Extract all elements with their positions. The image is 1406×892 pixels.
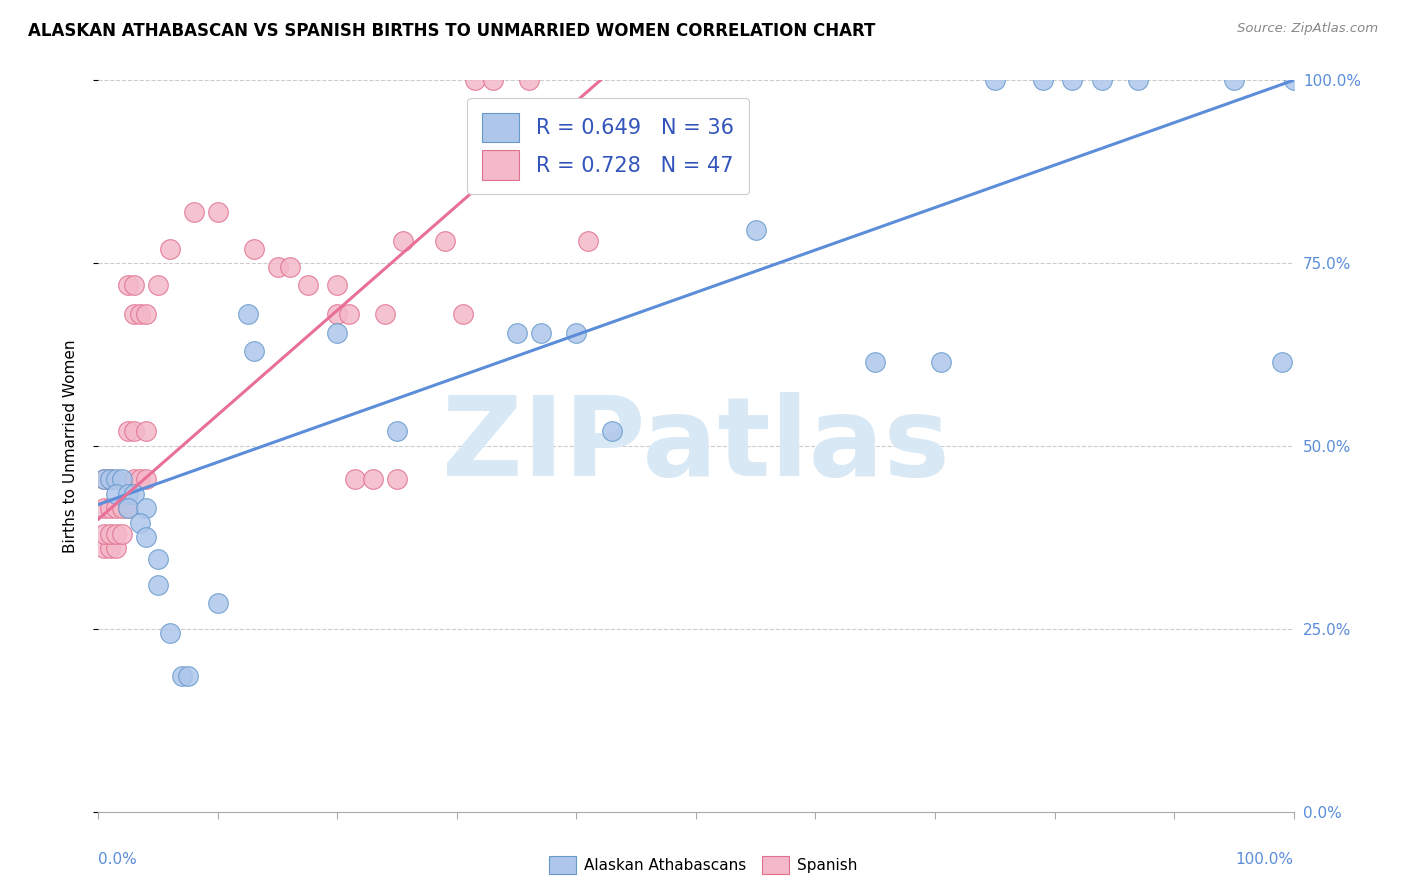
Point <box>148 552 170 566</box>
Point <box>105 526 128 541</box>
Point <box>98 526 122 541</box>
Point <box>385 472 409 486</box>
Point <box>129 516 152 530</box>
Point <box>93 501 115 516</box>
Point <box>207 596 229 610</box>
Point <box>326 326 349 340</box>
Point <box>117 278 139 293</box>
Point <box>124 486 146 500</box>
Point <box>93 472 115 486</box>
Point <box>129 307 152 321</box>
Point <box>267 260 290 274</box>
Point <box>1062 73 1084 87</box>
Point <box>363 472 385 486</box>
Point <box>117 486 139 500</box>
Text: Source: ZipAtlas.com: Source: ZipAtlas.com <box>1237 22 1378 36</box>
Point <box>117 501 139 516</box>
Point <box>98 472 122 486</box>
Point <box>1222 73 1246 87</box>
Point <box>517 73 540 87</box>
Point <box>98 501 122 516</box>
Point <box>385 425 409 439</box>
Text: ZIPatlas: ZIPatlas <box>441 392 950 500</box>
Point <box>129 472 152 486</box>
Text: ALASKAN ATHABASCAN VS SPANISH BIRTHS TO UNMARRIED WOMEN CORRELATION CHART: ALASKAN ATHABASCAN VS SPANISH BIRTHS TO … <box>28 22 876 40</box>
Point <box>1282 73 1305 87</box>
Point <box>602 425 624 439</box>
Point <box>172 669 194 683</box>
Point <box>565 326 588 340</box>
Point <box>98 541 122 556</box>
Point <box>1271 355 1294 369</box>
Point <box>159 625 181 640</box>
Point <box>392 234 415 248</box>
Point <box>984 73 1007 87</box>
Point <box>93 526 115 541</box>
Point <box>93 541 115 556</box>
Point <box>105 541 128 556</box>
Point <box>117 501 139 516</box>
Point <box>98 472 122 486</box>
Point <box>481 73 505 87</box>
Point <box>929 355 952 369</box>
Point <box>148 578 170 592</box>
Point <box>374 307 396 321</box>
Point <box>124 425 146 439</box>
Point <box>1091 73 1114 87</box>
Point <box>344 472 367 486</box>
Point <box>506 326 529 340</box>
Point <box>207 205 229 219</box>
Point <box>135 307 157 321</box>
Point <box>243 242 266 256</box>
Point <box>111 501 134 516</box>
Point <box>135 530 157 544</box>
Legend: Alaskan Athabascans, Spanish: Alaskan Athabascans, Spanish <box>543 850 863 880</box>
Point <box>105 472 128 486</box>
Text: 0.0%: 0.0% <box>98 852 138 867</box>
Point <box>529 326 551 340</box>
Point <box>326 278 349 293</box>
Point <box>93 472 115 486</box>
Point <box>124 472 146 486</box>
Point <box>326 307 349 321</box>
Point <box>433 234 456 248</box>
Y-axis label: Births to Unmarried Women: Births to Unmarried Women <box>63 339 77 553</box>
Point <box>183 205 205 219</box>
Point <box>576 234 599 248</box>
Point <box>1128 73 1150 87</box>
Point <box>105 486 128 500</box>
Point <box>117 425 139 439</box>
Point <box>1032 73 1054 87</box>
Point <box>135 472 157 486</box>
Point <box>297 278 319 293</box>
Point <box>278 260 301 274</box>
Point <box>111 472 134 486</box>
Point <box>159 242 181 256</box>
Legend: R = 0.649   N = 36, R = 0.728   N = 47: R = 0.649 N = 36, R = 0.728 N = 47 <box>467 98 749 194</box>
Point <box>243 343 266 358</box>
Text: 100.0%: 100.0% <box>1236 852 1294 867</box>
Point <box>863 355 887 369</box>
Point <box>745 223 768 237</box>
Point <box>105 501 128 516</box>
Point <box>177 669 200 683</box>
Point <box>148 278 170 293</box>
Point <box>464 73 486 87</box>
Point <box>124 278 146 293</box>
Point <box>451 307 474 321</box>
Point <box>124 307 146 321</box>
Point <box>236 307 259 321</box>
Point <box>111 526 134 541</box>
Point <box>135 425 157 439</box>
Point <box>135 501 157 516</box>
Point <box>339 307 360 321</box>
